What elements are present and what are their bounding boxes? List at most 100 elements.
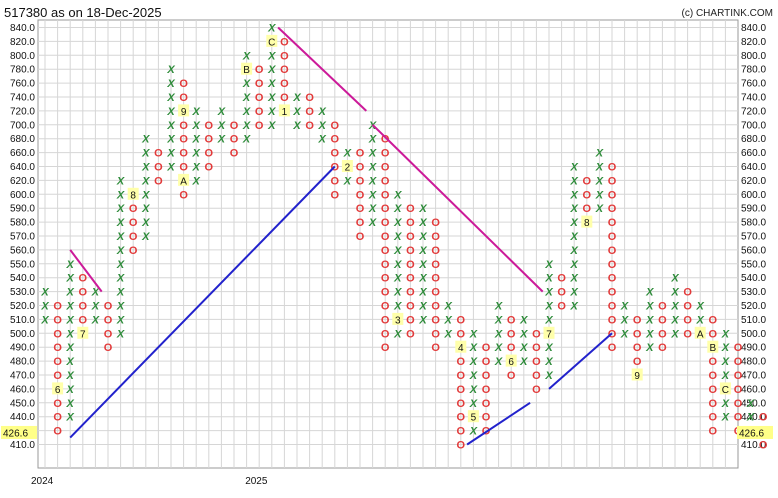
o-box: O <box>154 162 163 174</box>
o-box: O <box>507 342 516 354</box>
x-box: X <box>544 273 553 285</box>
y-tick-left: 500.0 <box>10 329 35 340</box>
o-box: O <box>406 314 415 326</box>
x-tick-label: 2025 <box>245 476 268 487</box>
y-tick-left: 600.0 <box>10 190 35 201</box>
o-box: O <box>305 92 314 104</box>
o-box: O <box>179 148 188 160</box>
x-box: X <box>570 301 579 313</box>
y-tick-left: 550.0 <box>10 259 35 270</box>
x-box: X <box>217 134 226 146</box>
month-marker-bg <box>707 340 719 353</box>
x-box: X <box>670 314 679 326</box>
o-box: O <box>104 328 113 340</box>
month-marker-bg <box>455 340 467 353</box>
month-marker: 6 <box>55 385 61 396</box>
x-box: X <box>519 314 528 326</box>
y-tick-left: 800.0 <box>10 51 35 62</box>
o-box: O <box>709 314 718 326</box>
o-box: O <box>633 328 642 340</box>
month-marker: 7 <box>546 329 552 340</box>
o-box: O <box>734 356 743 368</box>
o-box: O <box>381 203 390 215</box>
chart-grid <box>37 19 739 469</box>
y-axis-right: 840.0 820.0 800.0 780.0 760.0 740.0 720.0 700.0… <box>741 23 766 451</box>
x-box: X <box>166 64 175 76</box>
x-box: X <box>696 301 705 313</box>
x-box: X <box>267 92 276 104</box>
o-box: O <box>205 134 214 146</box>
o-box: O <box>406 287 415 299</box>
o-box: O <box>104 301 113 313</box>
x-box: X <box>368 162 377 174</box>
trend-line <box>548 332 613 390</box>
x-box: X <box>393 328 402 340</box>
o-box: O <box>457 426 466 438</box>
x-box: X <box>116 259 125 271</box>
o-box: O <box>179 78 188 90</box>
o-box: O <box>431 314 440 326</box>
y-tick-left: 590.0 <box>10 204 35 215</box>
o-box: O <box>532 370 541 382</box>
chart-title: 517380 as on 18-Dec-2025 <box>4 5 162 20</box>
o-box: O <box>406 217 415 229</box>
last-price-group: 426.6 426.6 <box>1 425 773 439</box>
y-tick-right: 410.0 <box>741 440 766 451</box>
month-marker-bg <box>694 326 706 339</box>
x-box: X <box>292 92 301 104</box>
x-box: X <box>141 162 150 174</box>
month-marker: 3 <box>395 315 401 326</box>
o-box: O <box>709 328 718 340</box>
x-box: X <box>595 175 604 187</box>
x-box: X <box>418 259 427 271</box>
y-tick-left: 480.0 <box>10 357 35 368</box>
o-box: O <box>658 301 667 313</box>
x-box: X <box>116 189 125 201</box>
o-box: O <box>381 328 390 340</box>
x-box: X <box>368 217 377 229</box>
x-box: X <box>192 134 201 146</box>
x-box: X <box>393 217 402 229</box>
o-box: O <box>709 356 718 368</box>
x-box: X <box>670 273 679 285</box>
y-tick-left: 720.0 <box>10 106 35 117</box>
x-box: X <box>645 301 654 313</box>
x-box: X <box>418 287 427 299</box>
y-tick-right: 780.0 <box>741 65 766 76</box>
o-box: O <box>179 162 188 174</box>
y-tick-left: 620.0 <box>10 176 35 187</box>
o-box: O <box>658 328 667 340</box>
x-box: X <box>368 134 377 146</box>
o-box: O <box>457 314 466 326</box>
o-box: O <box>608 342 617 354</box>
x-box: X <box>494 342 503 354</box>
x-box: X <box>242 106 251 118</box>
y-tick-right: 520.0 <box>741 301 766 312</box>
x-box: X <box>469 398 478 410</box>
x-box: X <box>40 287 49 299</box>
y-tick-right: 660.0 <box>741 148 766 159</box>
y-tick-left: 700.0 <box>10 120 35 131</box>
y-tick-right: 840.0 <box>741 23 766 34</box>
x-box: X <box>494 328 503 340</box>
o-box: O <box>356 175 365 187</box>
o-box: O <box>734 384 743 396</box>
x-box: X <box>66 370 75 382</box>
x-box: X <box>444 328 453 340</box>
month-marker-bg <box>467 410 479 423</box>
y-tick-right: 740.0 <box>741 93 766 104</box>
o-box: O <box>79 301 88 313</box>
o-box: O <box>633 314 642 326</box>
o-box: O <box>230 134 239 146</box>
x-box: X <box>393 231 402 243</box>
o-box: O <box>583 203 592 215</box>
x-box: X <box>242 78 251 90</box>
x-box: X <box>318 120 327 132</box>
o-box: O <box>305 106 314 118</box>
o-box: O <box>79 314 88 326</box>
x-box: X <box>620 328 629 340</box>
y-tick-right: 570.0 <box>741 232 766 243</box>
x-box: X <box>91 314 100 326</box>
y-tick-left: 740.0 <box>10 93 35 104</box>
o-box: O <box>179 134 188 146</box>
